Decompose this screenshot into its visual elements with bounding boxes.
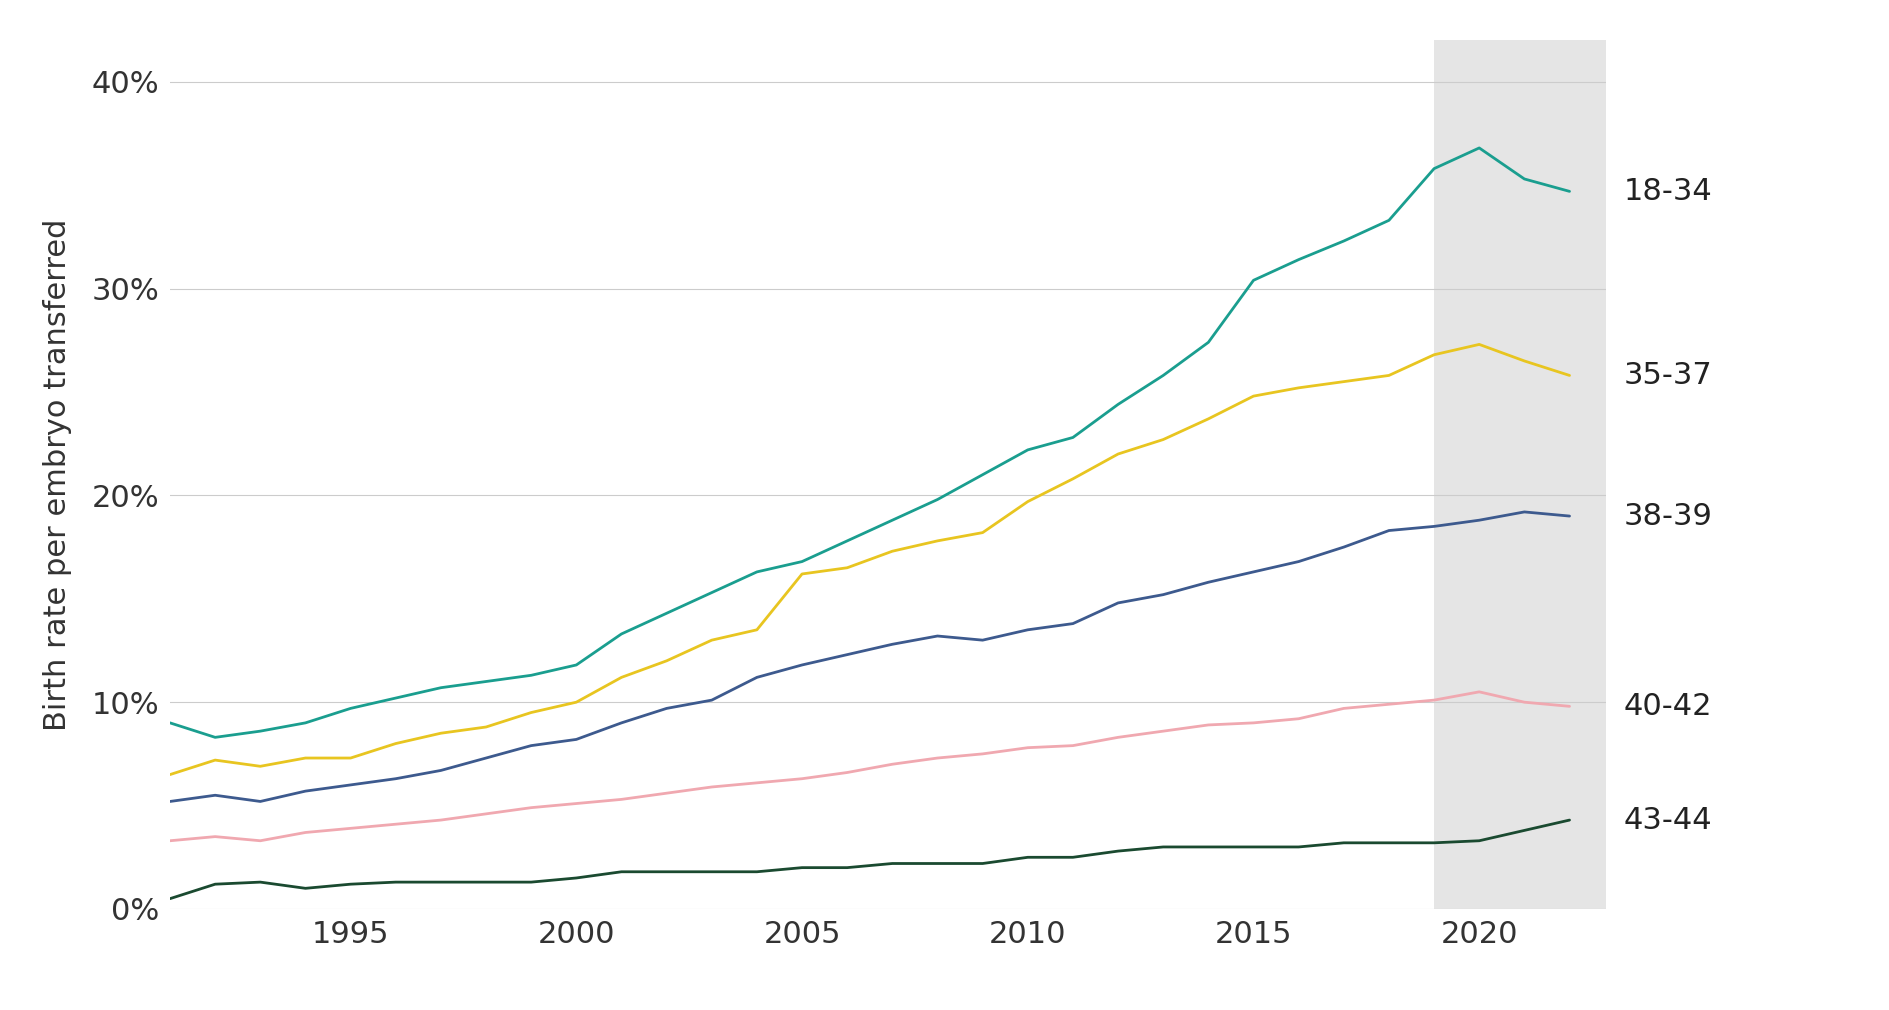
Bar <box>1434 40 1615 909</box>
Text: 38-39: 38-39 <box>1625 502 1713 530</box>
Text: 18-34: 18-34 <box>1625 177 1713 206</box>
Y-axis label: Birth rate per embryo transferred: Birth rate per embryo transferred <box>43 218 72 731</box>
Text: 43-44: 43-44 <box>1625 806 1711 834</box>
Text: 40-42: 40-42 <box>1625 692 1711 721</box>
Text: 35-37: 35-37 <box>1625 361 1713 390</box>
